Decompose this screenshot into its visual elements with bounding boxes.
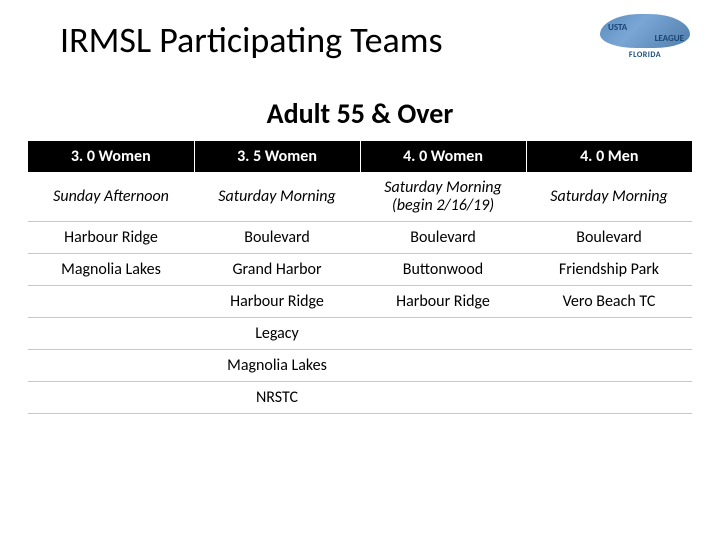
table-header-cell: 4. 0 Men (526, 141, 692, 172)
table-cell: Harbour Ridge (360, 285, 526, 317)
page-title: IRMSL Participating Teams (60, 18, 443, 62)
table-cell (526, 349, 692, 381)
table-cell: NRSTC (194, 381, 360, 413)
logo-text-florida: FLORIDA (629, 50, 661, 60)
table-row: Magnolia LakesGrand HarborButtonwoodFrie… (28, 253, 692, 285)
table-cell (360, 317, 526, 349)
table-cell (28, 285, 194, 317)
logo-text-league: LEAGUE (655, 33, 684, 44)
table-row: Harbour RidgeHarbour RidgeVero Beach TC (28, 285, 692, 317)
table-row: NRSTC (28, 381, 692, 413)
teams-table: 3. 0 Women3. 5 Women4. 0 Women4. 0 Men S… (28, 141, 692, 414)
logo-graphic: USTA LEAGUE (600, 14, 690, 48)
table-cell: Boulevard (194, 221, 360, 253)
table-cell (360, 349, 526, 381)
table-cell (526, 381, 692, 413)
table-cell: Saturday Morning (526, 172, 692, 221)
table-cell: Saturday Morning(begin 2/16/19) (360, 172, 526, 221)
table-cell (360, 381, 526, 413)
usta-logo: USTA LEAGUE FLORIDA (600, 14, 690, 60)
table-row: Sunday AfternoonSaturday MorningSaturday… (28, 172, 692, 221)
table-cell (28, 317, 194, 349)
table-cell: Boulevard (360, 221, 526, 253)
table-cell: Harbour Ridge (28, 221, 194, 253)
table-cell (526, 317, 692, 349)
logo-text-usta: USTA (608, 22, 627, 33)
table-cell: Buttonwood (360, 253, 526, 285)
table-cell: Magnolia Lakes (194, 349, 360, 381)
table-cell: Legacy (194, 317, 360, 349)
table-row: Harbour RidgeBoulevardBoulevardBoulevard (28, 221, 692, 253)
table-cell: Vero Beach TC (526, 285, 692, 317)
table-cell (28, 381, 194, 413)
table-cell: Harbour Ridge (194, 285, 360, 317)
table-cell (28, 349, 194, 381)
table-cell: Grand Harbor (194, 253, 360, 285)
table-header-cell: 3. 5 Women (194, 141, 360, 172)
table-header-cell: 4. 0 Women (360, 141, 526, 172)
subtitle: Adult 55 & Over (0, 96, 720, 131)
table-header-row: 3. 0 Women3. 5 Women4. 0 Women4. 0 Men (28, 141, 692, 172)
table-cell: Friendship Park (526, 253, 692, 285)
table-cell: Boulevard (526, 221, 692, 253)
table-cell: Sunday Afternoon (28, 172, 194, 221)
table-cell: Saturday Morning (194, 172, 360, 221)
table-row: Legacy (28, 317, 692, 349)
table-row: Magnolia Lakes (28, 349, 692, 381)
table-cell: Magnolia Lakes (28, 253, 194, 285)
table-header-cell: 3. 0 Women (28, 141, 194, 172)
